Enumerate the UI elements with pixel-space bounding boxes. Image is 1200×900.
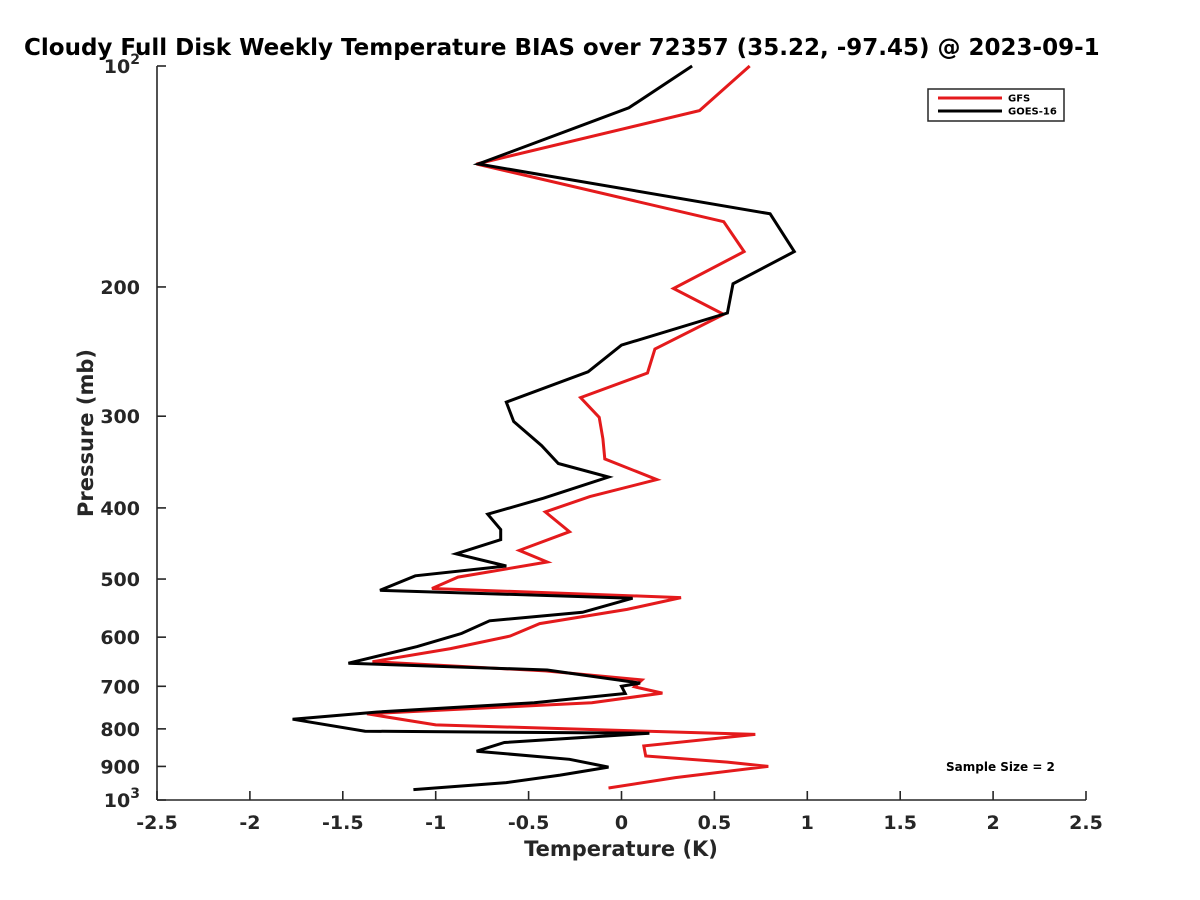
y-tick-label: 600: [100, 627, 140, 649]
x-tick-label: 2.5: [1069, 812, 1103, 834]
y-tick-label: 500: [100, 569, 140, 591]
series-line-gfs: [366, 64, 769, 790]
sample-size-annotation: Sample Size = 2: [946, 760, 1055, 774]
y-tick-label: 900: [100, 756, 140, 778]
y-tick-label: 102: [104, 52, 140, 78]
legend-label: GOES-16: [1008, 107, 1057, 118]
x-tick-label: -0.5: [508, 812, 550, 834]
legend-box: [927, 88, 1065, 122]
plot-area: [292, 64, 797, 792]
x-tick-label: 0: [615, 812, 628, 834]
x-axis-ticks: -2.5 -2 -1.5 -1 -0.5 0 0.5 1 1.5 2 2.5: [136, 791, 1103, 834]
chart-title: Cloudy Full Disk Weekly Temperature BIAS…: [24, 35, 1100, 61]
x-tick-label: 2: [986, 812, 999, 834]
legend-label: GFS: [1008, 94, 1030, 105]
x-tick-label: -2: [239, 812, 260, 834]
y-tick-label: 700: [100, 676, 140, 698]
y-tick-label: 200: [100, 277, 140, 299]
y-tick-label: 400: [100, 498, 140, 520]
x-tick-label: -2.5: [136, 812, 178, 834]
x-tick-label: 1: [801, 812, 814, 834]
x-tick-label: -1.5: [322, 812, 364, 834]
x-axis-label: Temperature (K): [524, 837, 718, 861]
x-tick-label: -1: [425, 812, 446, 834]
y-tick-label: 103: [104, 786, 140, 812]
y-tick-label: 300: [100, 406, 140, 428]
x-tick-label: 0.5: [698, 812, 732, 834]
y-tick-label: 800: [100, 719, 140, 741]
x-tick-label: 1.5: [883, 812, 917, 834]
y-axis-label: Pressure (mb): [74, 349, 98, 517]
y-axis-ticks: 102 200 300 400 500 600 700 800 900 103: [100, 52, 166, 812]
legend: GFS GOES-16: [927, 88, 1065, 122]
series-line-goes-16: [292, 64, 797, 792]
